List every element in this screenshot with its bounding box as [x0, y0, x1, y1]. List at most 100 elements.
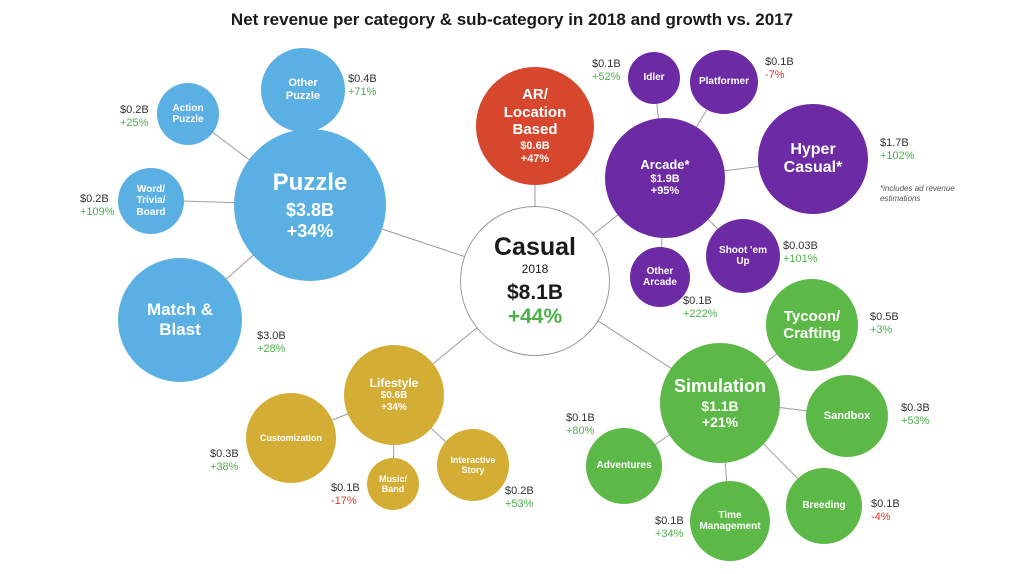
interactive-name-2: Story	[461, 465, 485, 475]
word-trivia-board-bubble: Word/ Trivia/ Board	[118, 168, 184, 234]
action-puzzle-annotation: $0.2B +25%	[120, 104, 149, 130]
sandbox-annotation: $0.3B +53%	[901, 402, 930, 428]
idler-annotation: $0.1B +52%	[592, 58, 621, 84]
hyper-footnote: *includes ad revenue estimations	[880, 184, 955, 204]
idler-growth: +52%	[592, 71, 621, 84]
action-puzzle-growth: +25%	[120, 117, 149, 130]
idler-bubble: Idler	[628, 52, 680, 104]
other-arcade-annotation: $0.1B +222%	[683, 295, 718, 321]
other-arcade-value: $0.1B	[683, 295, 712, 307]
music-band-bubble: Music/ Band	[367, 458, 419, 510]
other-arcade-name-2: Arcade	[643, 277, 677, 288]
action-puzzle-name-1: Action	[172, 102, 204, 114]
tycoon-annotation: $0.5B +3%	[870, 311, 899, 337]
tycoon-value: $0.5B	[870, 311, 899, 323]
hyper-name-1: Hyper	[790, 140, 836, 158]
arcade-name: Arcade*	[640, 156, 690, 172]
adventures-bubble: Adventures	[586, 428, 662, 504]
simulation-value: $1.1B	[701, 398, 739, 415]
idler-name: Idler	[643, 72, 665, 84]
sandbox-value: $0.3B	[901, 402, 930, 414]
puzzle-bubble: Puzzle $3.8B +34%	[234, 129, 386, 281]
shoot-value: $0.03B	[783, 240, 818, 252]
action-puzzle-value: $0.2B	[120, 104, 149, 116]
action-puzzle-name-2: Puzzle	[172, 114, 204, 125]
platformer-annotation: $0.1B -7%	[765, 56, 794, 82]
time-annotation: $0.1B +34%	[655, 515, 684, 541]
customization-bubble: Customization	[246, 393, 336, 483]
tycoon-name-2: Crafting	[783, 325, 841, 342]
shoot-em-up-bubble: Shoot 'em Up	[706, 219, 780, 293]
time-name-2: Management	[699, 521, 761, 532]
time-growth: +34%	[655, 528, 684, 541]
word-name-1: Word/	[136, 183, 166, 195]
tycoon-name-1: Tycoon/	[783, 307, 841, 325]
match-growth: +28%	[257, 343, 286, 356]
ar-name-2: Location	[503, 103, 567, 121]
ar-name-1: AR/	[522, 86, 548, 104]
adventures-value: $0.1B	[566, 412, 595, 424]
casual-growth: +44%	[507, 305, 563, 329]
arcade-bubble: Arcade* $1.9B +95%	[605, 118, 725, 238]
customization-annotation: $0.3B +38%	[210, 448, 239, 474]
other-puzzle-name-2: Puzzle	[285, 90, 321, 102]
ar-name-3: Based	[512, 120, 558, 138]
interactive-growth: +53%	[505, 498, 534, 511]
hyper-annotation: $1.7B +102%	[880, 137, 915, 163]
ar-location-bubble: AR/ Location Based $0.6B +47%	[476, 67, 594, 185]
other-puzzle-bubble: Other Puzzle	[261, 48, 345, 132]
breeding-growth: -4%	[871, 511, 891, 524]
other-puzzle-name-1: Other	[288, 77, 318, 90]
sandbox-name: Sandbox	[823, 409, 871, 422]
hyper-casual-bubble: Hyper Casual*	[758, 104, 868, 214]
simulation-bubble: Simulation $1.1B +21%	[660, 343, 780, 463]
arcade-growth: +95%	[650, 185, 680, 198]
other-arcade-bubble: Other Arcade	[630, 247, 690, 307]
puzzle-value: $3.8B	[285, 200, 335, 221]
casual-name: Casual	[494, 232, 576, 261]
shoot-growth: +101%	[783, 253, 818, 266]
hyper-name-2: Casual*	[783, 159, 843, 176]
breeding-value: $0.1B	[871, 498, 900, 510]
music-annotation: $0.1B -17%	[331, 482, 360, 508]
customization-name: Customization	[260, 432, 322, 443]
interactive-story-bubble: Interactive Story	[437, 429, 509, 501]
arcade-value: $1.9B	[650, 172, 680, 185]
adventures-annotation: $0.1B +80%	[566, 412, 595, 438]
music-name-1: Music/	[378, 473, 407, 484]
breeding-name: Breeding	[802, 500, 846, 512]
tycoon-growth: +3%	[870, 324, 893, 337]
simulation-name: Simulation	[673, 375, 766, 396]
match-annotation: $3.0B +28%	[257, 330, 286, 356]
sandbox-growth: +53%	[901, 415, 930, 428]
shoot-name-1: Shoot 'em	[719, 244, 767, 256]
word-value: $0.2B	[80, 193, 109, 205]
platformer-bubble: Platformer	[690, 50, 758, 114]
other-puzzle-value: $0.4B	[348, 73, 377, 85]
ar-value: $0.6B	[520, 140, 550, 153]
word-name-2: Trivia/	[136, 195, 166, 207]
music-growth: -17%	[331, 495, 357, 508]
time-name-1: Time	[718, 509, 742, 521]
hyper-growth: +102%	[880, 150, 915, 163]
casual-value: $8.1B	[506, 281, 564, 305]
shoot-annotation: $0.03B +101%	[783, 240, 818, 266]
customization-value: $0.3B	[210, 448, 239, 460]
chart-title: Net revenue per category & sub-category …	[230, 10, 794, 29]
breeding-annotation: $0.1B -4%	[871, 498, 900, 524]
idler-value: $0.1B	[592, 58, 621, 70]
lifestyle-value: $0.6B	[380, 390, 408, 402]
time-value: $0.1B	[655, 515, 684, 527]
puzzle-growth: +34%	[286, 220, 334, 241]
simulation-growth: +21%	[701, 414, 739, 431]
platformer-name: Platformer	[698, 76, 749, 88]
hyper-value: $1.7B	[880, 137, 909, 149]
action-puzzle-bubble: Action Puzzle	[157, 83, 219, 145]
match-name-2: Blast	[159, 320, 201, 339]
lifestyle-name: Lifestyle	[369, 375, 419, 390]
match-name-1: Match &	[146, 300, 214, 320]
platformer-growth: -7%	[765, 69, 785, 82]
tycoon-crafting-bubble: Tycoon/ Crafting	[766, 279, 858, 371]
word-name-3: Board	[136, 206, 166, 218]
